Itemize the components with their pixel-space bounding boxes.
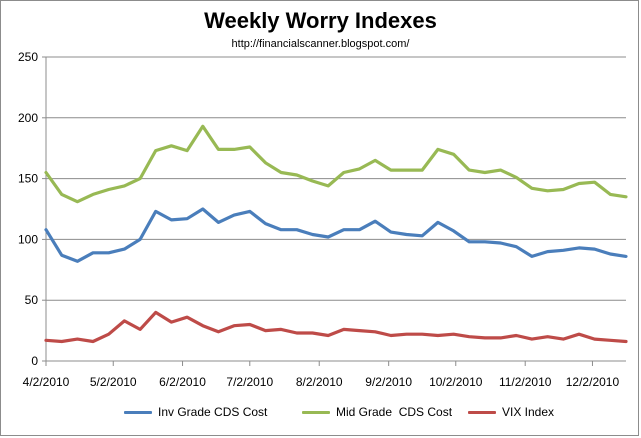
- series-line-vix-index: [44, 310, 628, 344]
- x-tick-label: 11/2/2010: [499, 375, 552, 389]
- legend-item: VIX Index: [468, 405, 554, 419]
- y-tick-label: 150: [18, 172, 38, 186]
- x-tick-label: 6/2/2010: [159, 375, 206, 389]
- chart-title: Weekly Worry Indexes: [204, 8, 437, 33]
- series-line-mid-grade-cds-cost: [44, 124, 628, 204]
- legend-label: Mid Grade CDS Cost: [336, 405, 453, 419]
- axes: [45, 57, 626, 362]
- legend-swatch: [302, 410, 330, 414]
- legend: Inv Grade CDS Cost Mid Grade CDS Cost VIX …: [0, 405, 641, 425]
- y-tick-label: 100: [18, 232, 38, 246]
- x-tick-label: 7/2/2010: [226, 375, 273, 389]
- x-tick-label: 4/2/2010: [23, 375, 70, 389]
- y-tick-label: 0: [31, 354, 38, 368]
- y-tick-label: 200: [18, 111, 38, 125]
- y-tick-label: 250: [18, 50, 38, 64]
- legend-item: Inv Grade CDS Cost: [124, 405, 267, 419]
- y-axis-ticks: 0 50 100 150 200 250: [18, 50, 46, 368]
- y-tick-label: 50: [25, 293, 39, 307]
- legend-item: Mid Grade CDS Cost: [302, 405, 452, 419]
- series-line-inv-grade-cds-cost: [44, 207, 628, 263]
- x-tick-label: 10/2/2010: [429, 375, 483, 389]
- legend-swatch: [468, 410, 496, 414]
- legend-label: VIX Index: [502, 405, 555, 419]
- x-tick-label: 5/2/2010: [90, 375, 137, 389]
- chart-subtitle: http://financialscanner.blogspot.com/: [231, 38, 410, 50]
- x-tick-label: 8/2/2010: [296, 375, 343, 389]
- legend-swatch: [124, 410, 152, 414]
- x-tick-label: 12/2/2010: [566, 375, 620, 389]
- x-axis-ticks: 4/2/2010 5/2/2010 6/2/2010 7/2/2010 8/2/2010…: [23, 361, 620, 389]
- x-tick-label: 9/2/2010: [365, 375, 412, 389]
- legend-label: Inv Grade CDS Cost: [158, 405, 268, 419]
- gridlines: [46, 56, 626, 301]
- series-lines: [44, 124, 628, 344]
